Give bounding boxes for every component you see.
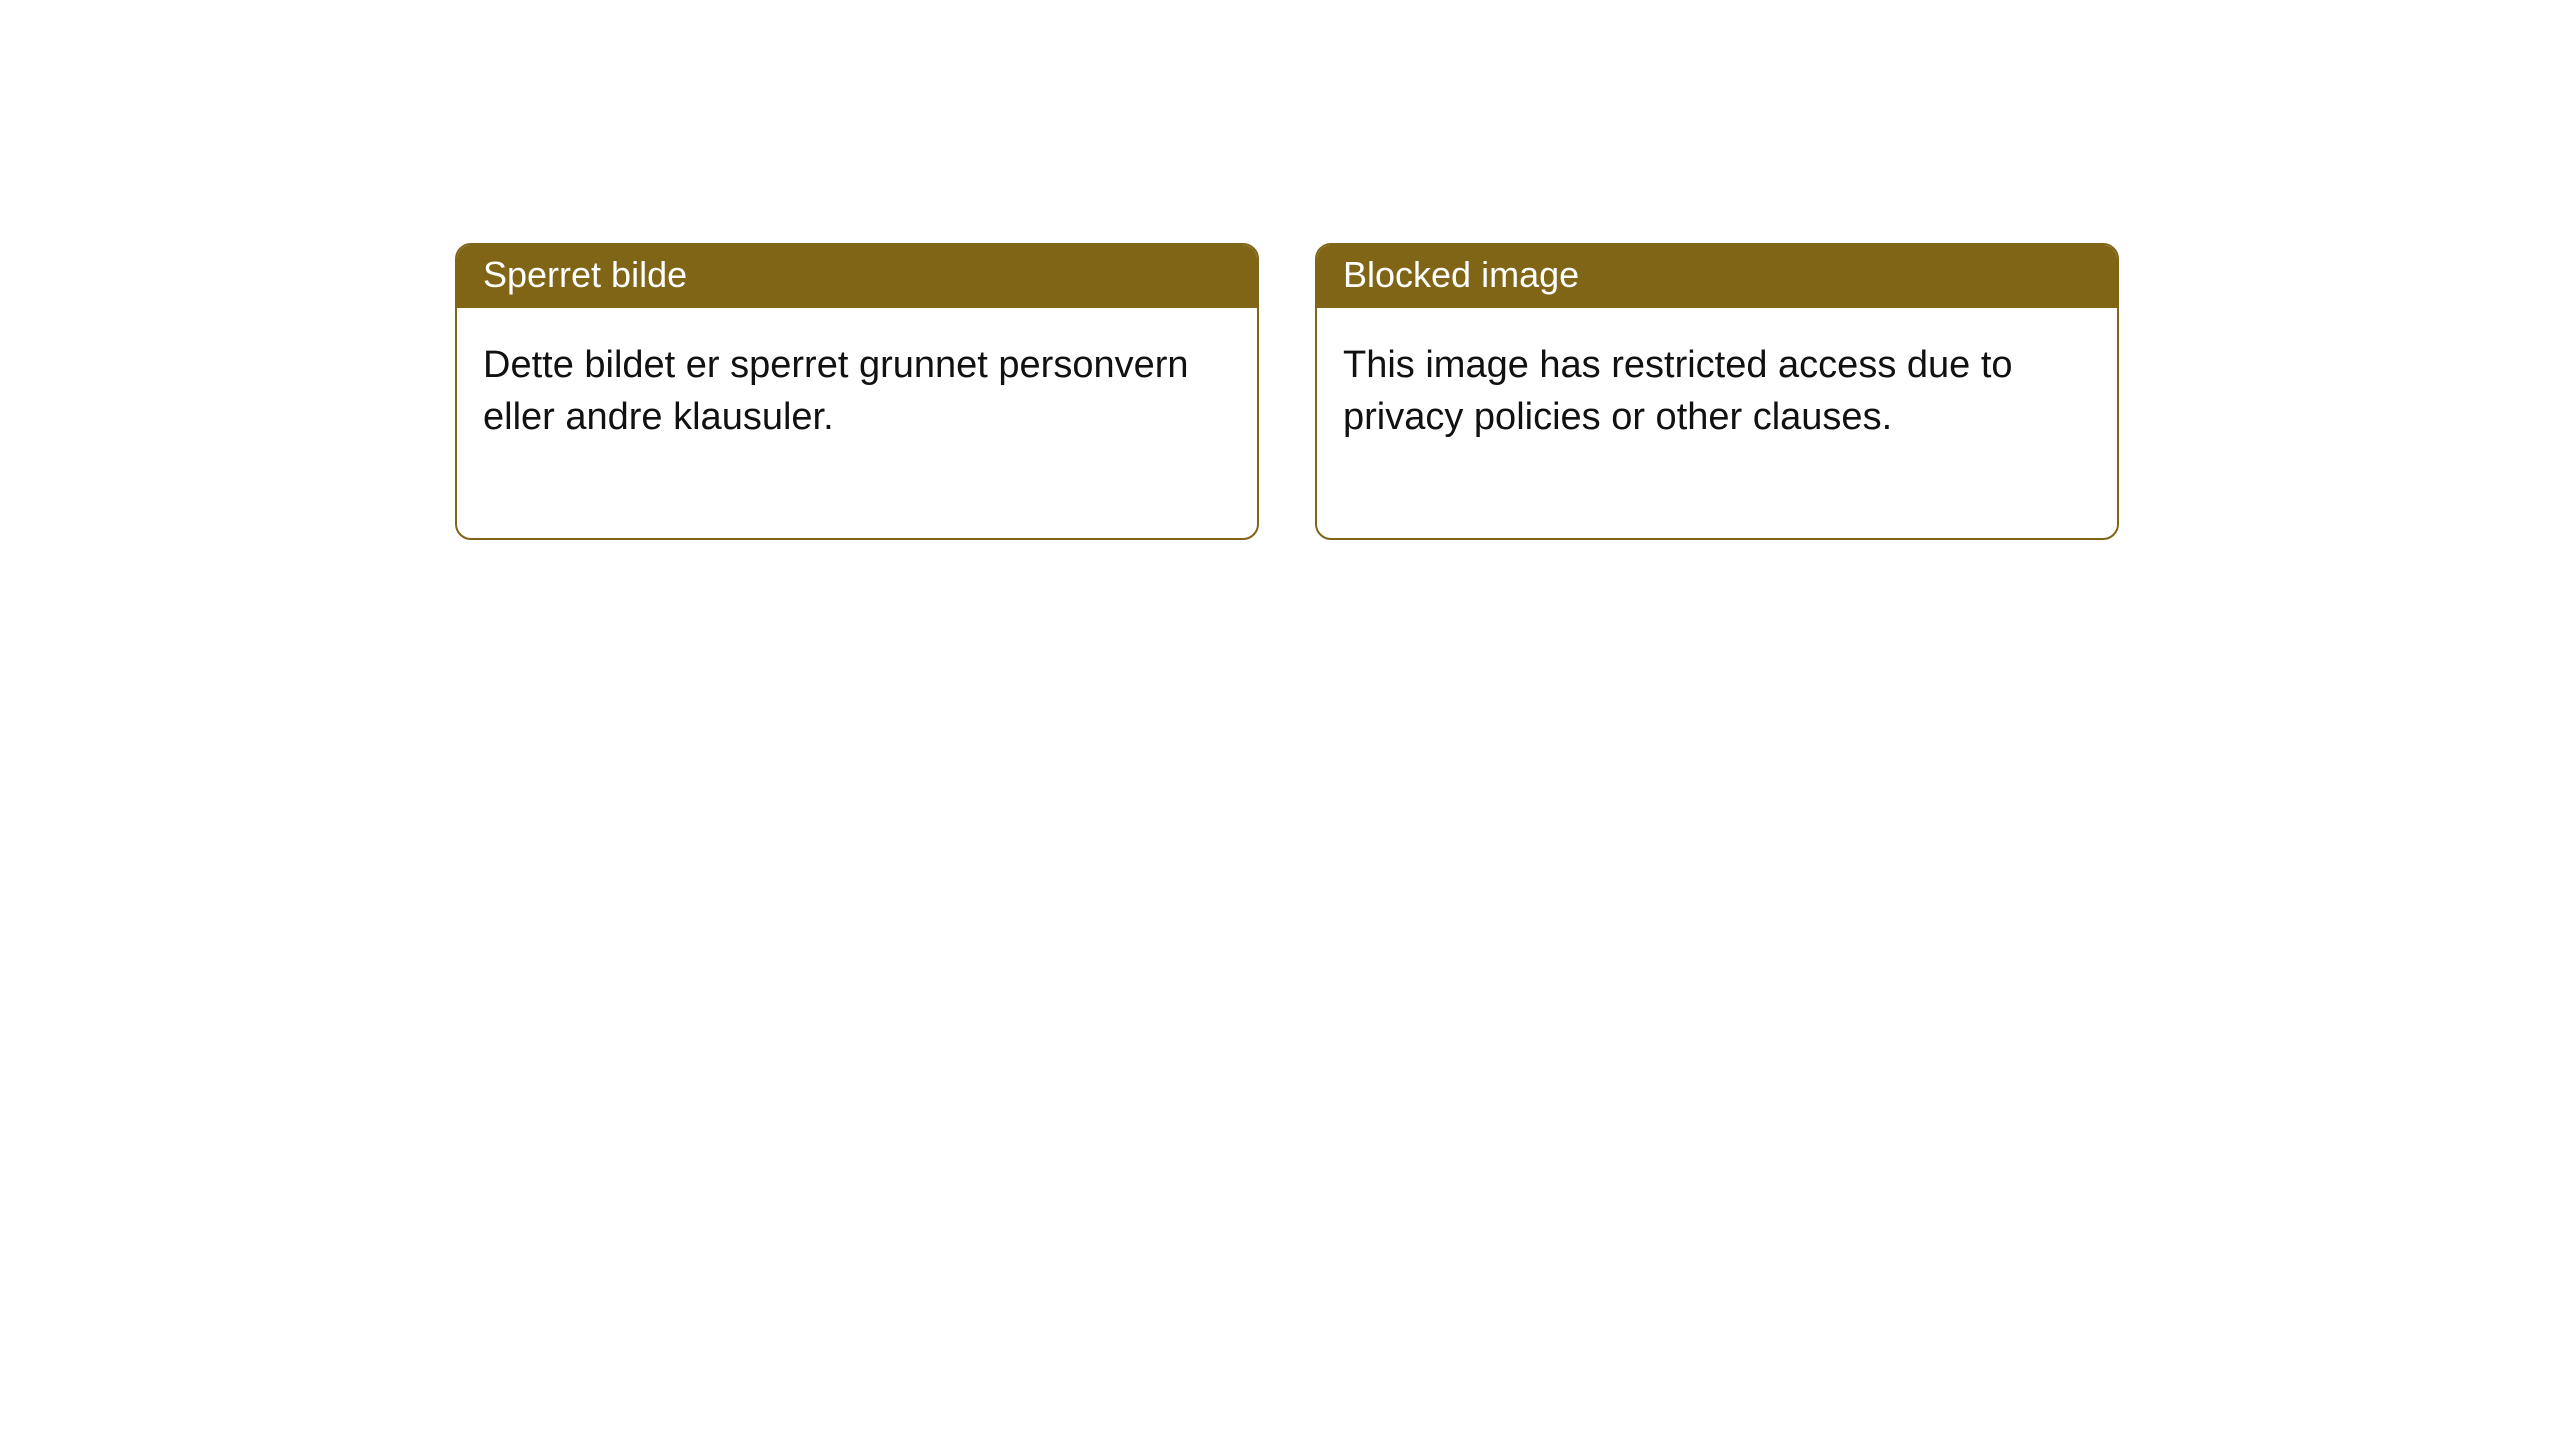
notice-card-norwegian: Sperret bilde Dette bildet er sperret gr… <box>455 243 1259 540</box>
notice-container: Sperret bilde Dette bildet er sperret gr… <box>0 0 2560 540</box>
notice-title: Sperret bilde <box>457 245 1257 308</box>
notice-body: This image has restricted access due to … <box>1317 308 2117 538</box>
notice-title: Blocked image <box>1317 245 2117 308</box>
notice-card-english: Blocked image This image has restricted … <box>1315 243 2119 540</box>
notice-body: Dette bildet er sperret grunnet personve… <box>457 308 1257 538</box>
